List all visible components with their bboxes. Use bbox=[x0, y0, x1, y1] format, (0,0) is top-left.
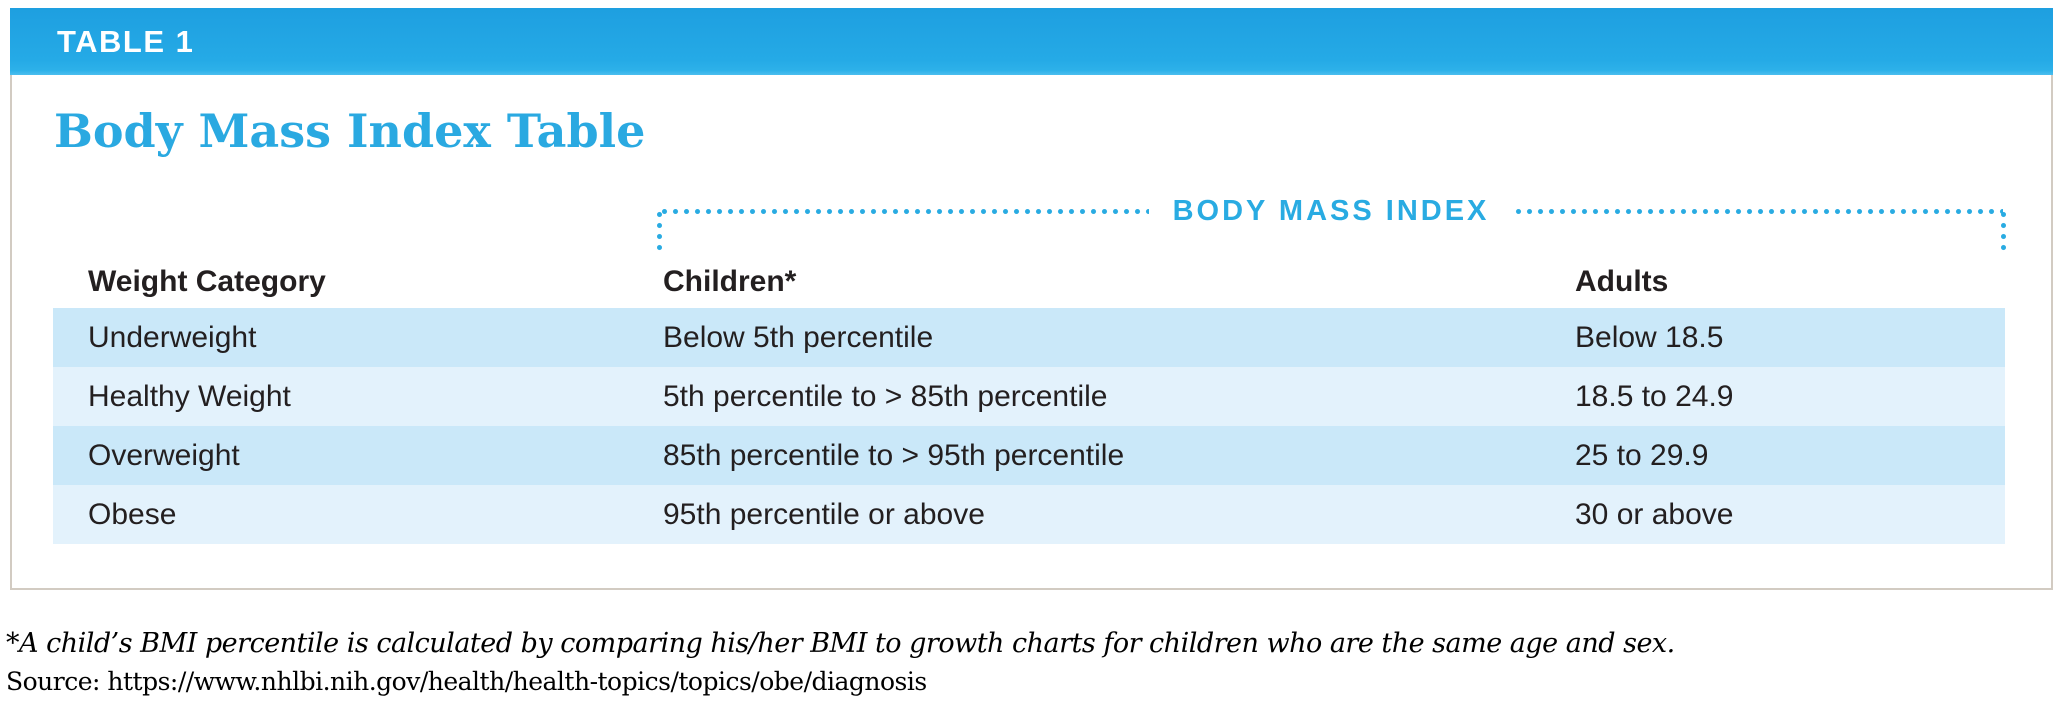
table-tag-bar: TABLE 1 bbox=[10, 8, 2053, 75]
footnote-source: Source: https://www.nhlbi.nih.gov/health… bbox=[6, 667, 927, 696]
cell-adults: Below 18.5 bbox=[1575, 320, 1724, 354]
cell-adults: 18.5 to 24.9 bbox=[1575, 379, 1734, 413]
column-header-weight-category: Weight Category bbox=[88, 265, 326, 298]
table-header-row: Weight Category Children* Adults bbox=[53, 256, 2005, 308]
column-header-adults: Adults bbox=[1575, 265, 1669, 298]
dotted-corner-left bbox=[657, 209, 662, 251]
dotted-line-left bbox=[659, 208, 1149, 214]
table-row: Overweight 85th percentile to > 95th per… bbox=[53, 426, 2005, 485]
column-header-children: Children* bbox=[663, 265, 797, 298]
bmi-band-label: BODY MASS INDEX bbox=[1172, 194, 1490, 227]
table-tag: TABLE 1 bbox=[57, 23, 195, 59]
cell-weight-category: Underweight bbox=[88, 320, 257, 354]
cell-children: 5th percentile to > 85th percentile bbox=[663, 379, 1108, 413]
cell-children: 85th percentile to > 95th percentile bbox=[663, 438, 1125, 472]
cell-children: Below 5th percentile bbox=[663, 320, 934, 354]
cell-weight-category: Healthy Weight bbox=[88, 379, 291, 413]
table-body: Underweight Below 5th percentile Below 1… bbox=[53, 308, 2005, 544]
dotted-line-right bbox=[1513, 208, 2004, 214]
page-title: Body Mass Index Table bbox=[54, 104, 646, 158]
cell-weight-category: Obese bbox=[88, 497, 177, 531]
table-card: TABLE 1 Body Mass Index Table BODY MASS … bbox=[10, 8, 2053, 590]
table-row: Healthy Weight 5th percentile to > 85th … bbox=[53, 367, 2005, 426]
cell-weight-category: Overweight bbox=[88, 438, 240, 472]
cell-children: 95th percentile or above bbox=[663, 497, 985, 531]
cell-adults: 30 or above bbox=[1575, 497, 1734, 531]
table-row: Obese 95th percentile or above 30 or abo… bbox=[53, 485, 2005, 544]
bmi-band: BODY MASS INDEX bbox=[659, 194, 2004, 228]
table-row: Underweight Below 5th percentile Below 1… bbox=[53, 308, 2005, 367]
dotted-corner-right bbox=[2001, 209, 2006, 251]
cell-adults: 25 to 29.9 bbox=[1575, 438, 1709, 472]
footnote-asterisk: *A child’s BMI percentile is calculated … bbox=[6, 628, 1675, 659]
